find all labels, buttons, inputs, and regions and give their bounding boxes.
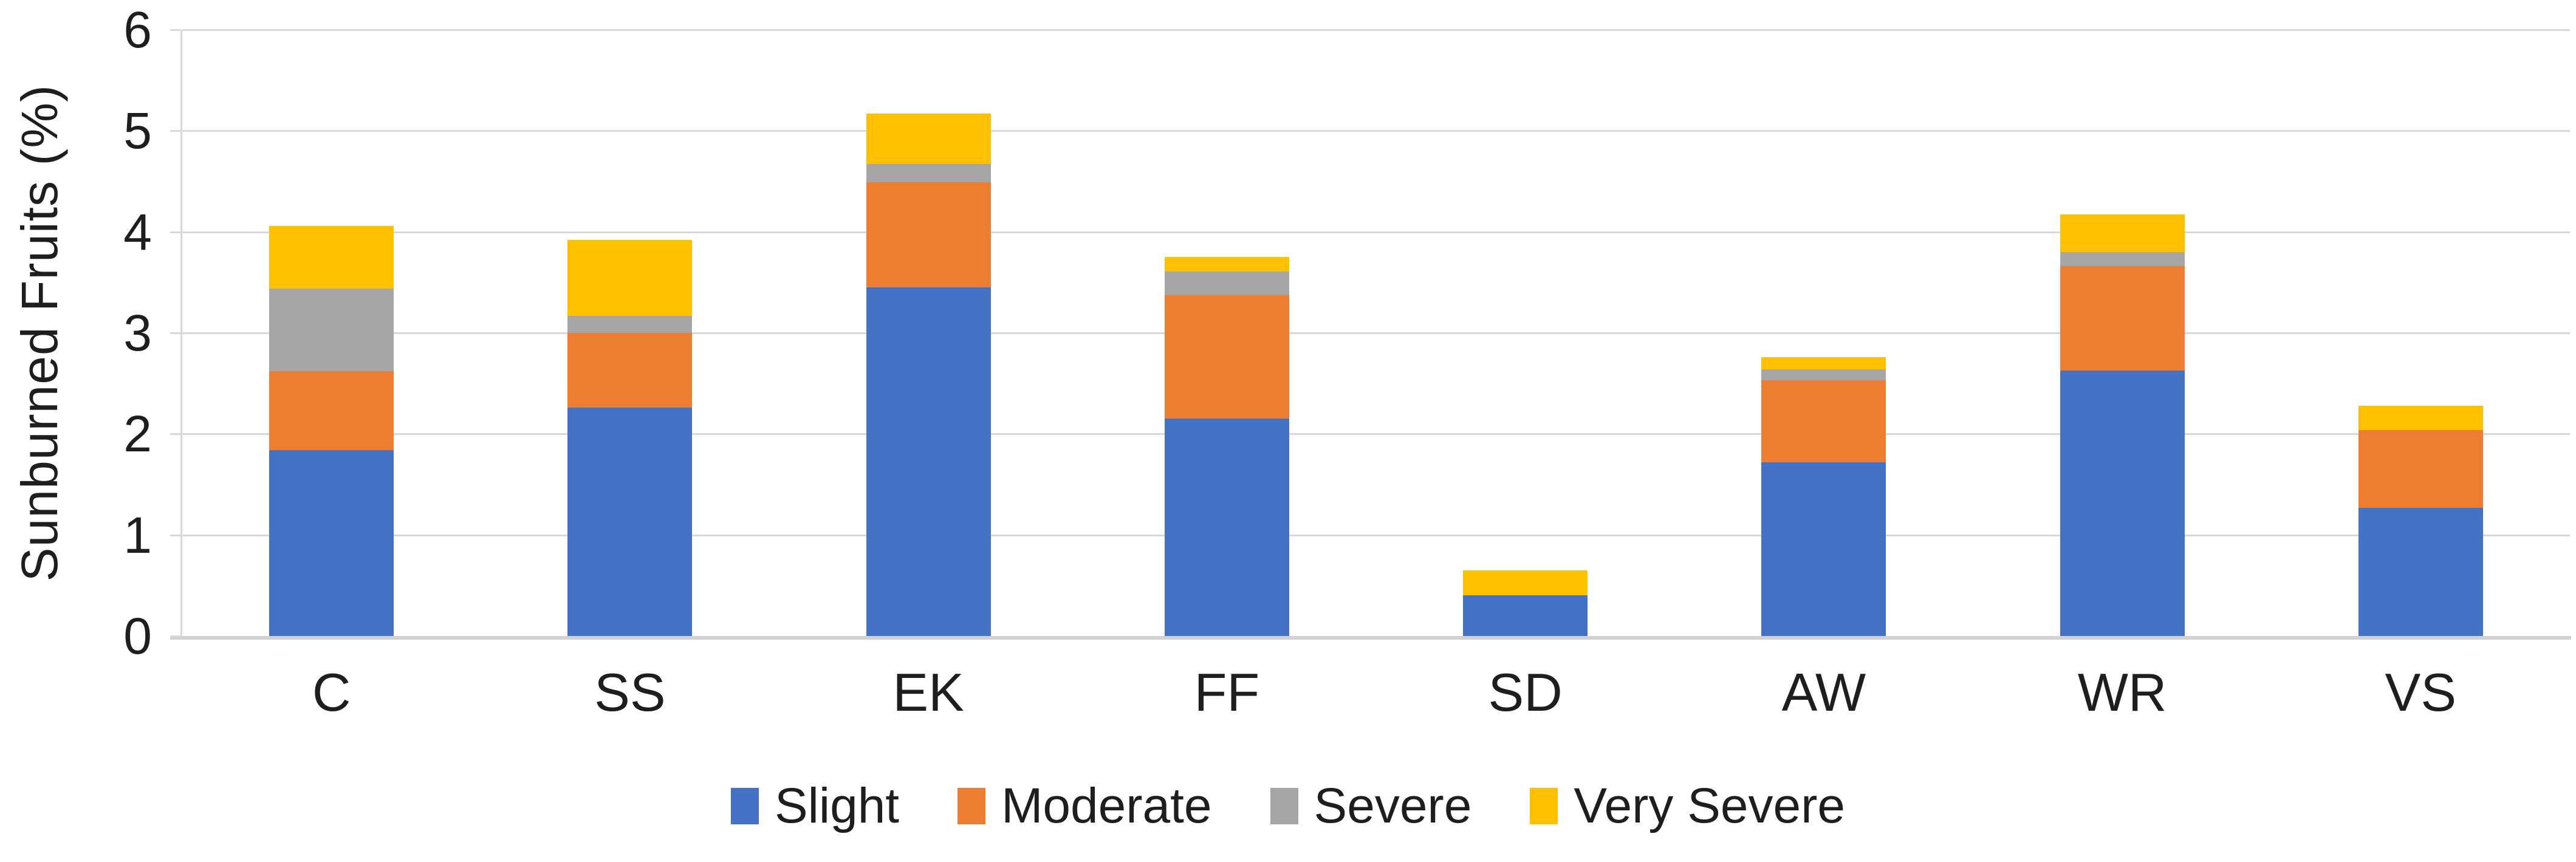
- bar-segment-severe: [567, 315, 693, 333]
- y-axis-tick: [170, 332, 180, 334]
- legend-label: Moderate: [1001, 778, 1212, 833]
- bar-segment-very-severe: [1761, 357, 1886, 369]
- gridline: [182, 130, 2570, 132]
- legend-swatch-slight: [730, 788, 759, 824]
- bar-segment-slight: [866, 287, 991, 636]
- bar-segment-moderate: [866, 182, 991, 288]
- y-tick-label: 5: [123, 102, 152, 160]
- gridline: [182, 29, 2570, 31]
- x-axis-label-vs: VS: [2385, 662, 2457, 722]
- bar-segment-slight: [1463, 595, 1588, 636]
- bar-segment-severe: [1761, 369, 1886, 381]
- bar-segment-slight: [1761, 462, 1886, 636]
- x-axis-label-c: C: [312, 662, 351, 722]
- bar-segment-severe: [269, 288, 394, 372]
- x-axis-label-ss: SS: [594, 662, 666, 722]
- bar-c: [269, 30, 394, 636]
- y-axis-tick: [170, 29, 180, 31]
- legend-swatch-moderate: [957, 788, 986, 824]
- plot-area: [170, 29, 2571, 640]
- x-axis-labels: C SS EK FF SD AW WR VS: [182, 659, 2570, 726]
- bar-ek: [866, 30, 991, 636]
- bar-segment-slight: [269, 450, 394, 636]
- bar-segment-severe: [1164, 271, 1289, 296]
- bar-segment-very-severe: [2060, 214, 2185, 252]
- y-axis-tick: [170, 534, 180, 536]
- bar-segment-slight: [2060, 370, 2185, 636]
- x-axis-label-wr: WR: [2077, 662, 2167, 722]
- bar-segment-moderate: [269, 371, 394, 450]
- x-axis-label-aw: AW: [1781, 662, 1866, 722]
- bar-segment-very-severe: [1463, 570, 1588, 596]
- bar-segment-very-severe: [269, 225, 394, 289]
- y-axis-tick: [170, 231, 180, 233]
- legend-item-moderate: Moderate: [957, 778, 1212, 833]
- bar-sd: [1463, 30, 1588, 636]
- y-axis-tick: [170, 130, 180, 132]
- y-axis-line: [180, 30, 182, 638]
- y-tick-label: 0: [123, 607, 152, 665]
- y-tick-label: 1: [123, 506, 152, 564]
- bar-segment-moderate: [567, 333, 693, 408]
- bar-segment-slight: [2358, 507, 2483, 636]
- bar-aw: [1761, 30, 1886, 636]
- bar-segment-slight: [1164, 419, 1289, 636]
- bar-segment-moderate: [1761, 380, 1886, 462]
- bar-segment-moderate: [2060, 266, 2185, 371]
- gridline: [182, 534, 2570, 536]
- x-axis-line: [170, 636, 2571, 640]
- y-axis-tick: [170, 433, 180, 436]
- legend-label: Slight: [774, 778, 900, 833]
- x-axis-label-ff: FF: [1194, 662, 1260, 722]
- x-axis-label-ek: EK: [892, 662, 964, 722]
- y-tick-label: 2: [123, 405, 152, 463]
- y-tick-label: 4: [123, 203, 152, 261]
- legend-item-severe: Severe: [1270, 778, 1472, 833]
- legend-item-slight: Slight: [730, 778, 900, 833]
- legend-label: Severe: [1314, 778, 1472, 833]
- bar-segment-very-severe: [1164, 257, 1289, 272]
- gridline: [182, 231, 2570, 233]
- gridline: [182, 433, 2570, 436]
- legend-swatch-severe: [1270, 788, 1298, 824]
- bar-wr: [2060, 30, 2185, 636]
- bar-segment-very-severe: [866, 114, 991, 165]
- bar-segment-moderate: [1164, 295, 1289, 419]
- bar-segment-very-severe: [567, 239, 693, 316]
- legend: Slight Moderate Severe Very Severe: [0, 767, 2576, 846]
- bar-segment-severe: [866, 164, 991, 183]
- bar-ff: [1164, 30, 1289, 636]
- x-axis-label-sd: SD: [1488, 662, 1563, 722]
- bar-segment-moderate: [2358, 429, 2483, 508]
- gridline: [182, 332, 2570, 334]
- legend-label: Very Severe: [1574, 778, 1846, 833]
- bar-vs: [2358, 30, 2483, 636]
- y-axis-tick: [170, 635, 180, 637]
- legend-item-very-severe: Very Severe: [1530, 781, 1845, 831]
- legend-swatch-very-severe: [1530, 788, 1558, 824]
- bar-ss: [567, 30, 693, 636]
- bar-segment-severe: [2060, 251, 2185, 267]
- y-tick-label: 3: [123, 304, 152, 361]
- y-tick-label: 6: [123, 1, 152, 58]
- bar-segment-slight: [567, 408, 693, 636]
- bar-segment-very-severe: [2358, 405, 2483, 430]
